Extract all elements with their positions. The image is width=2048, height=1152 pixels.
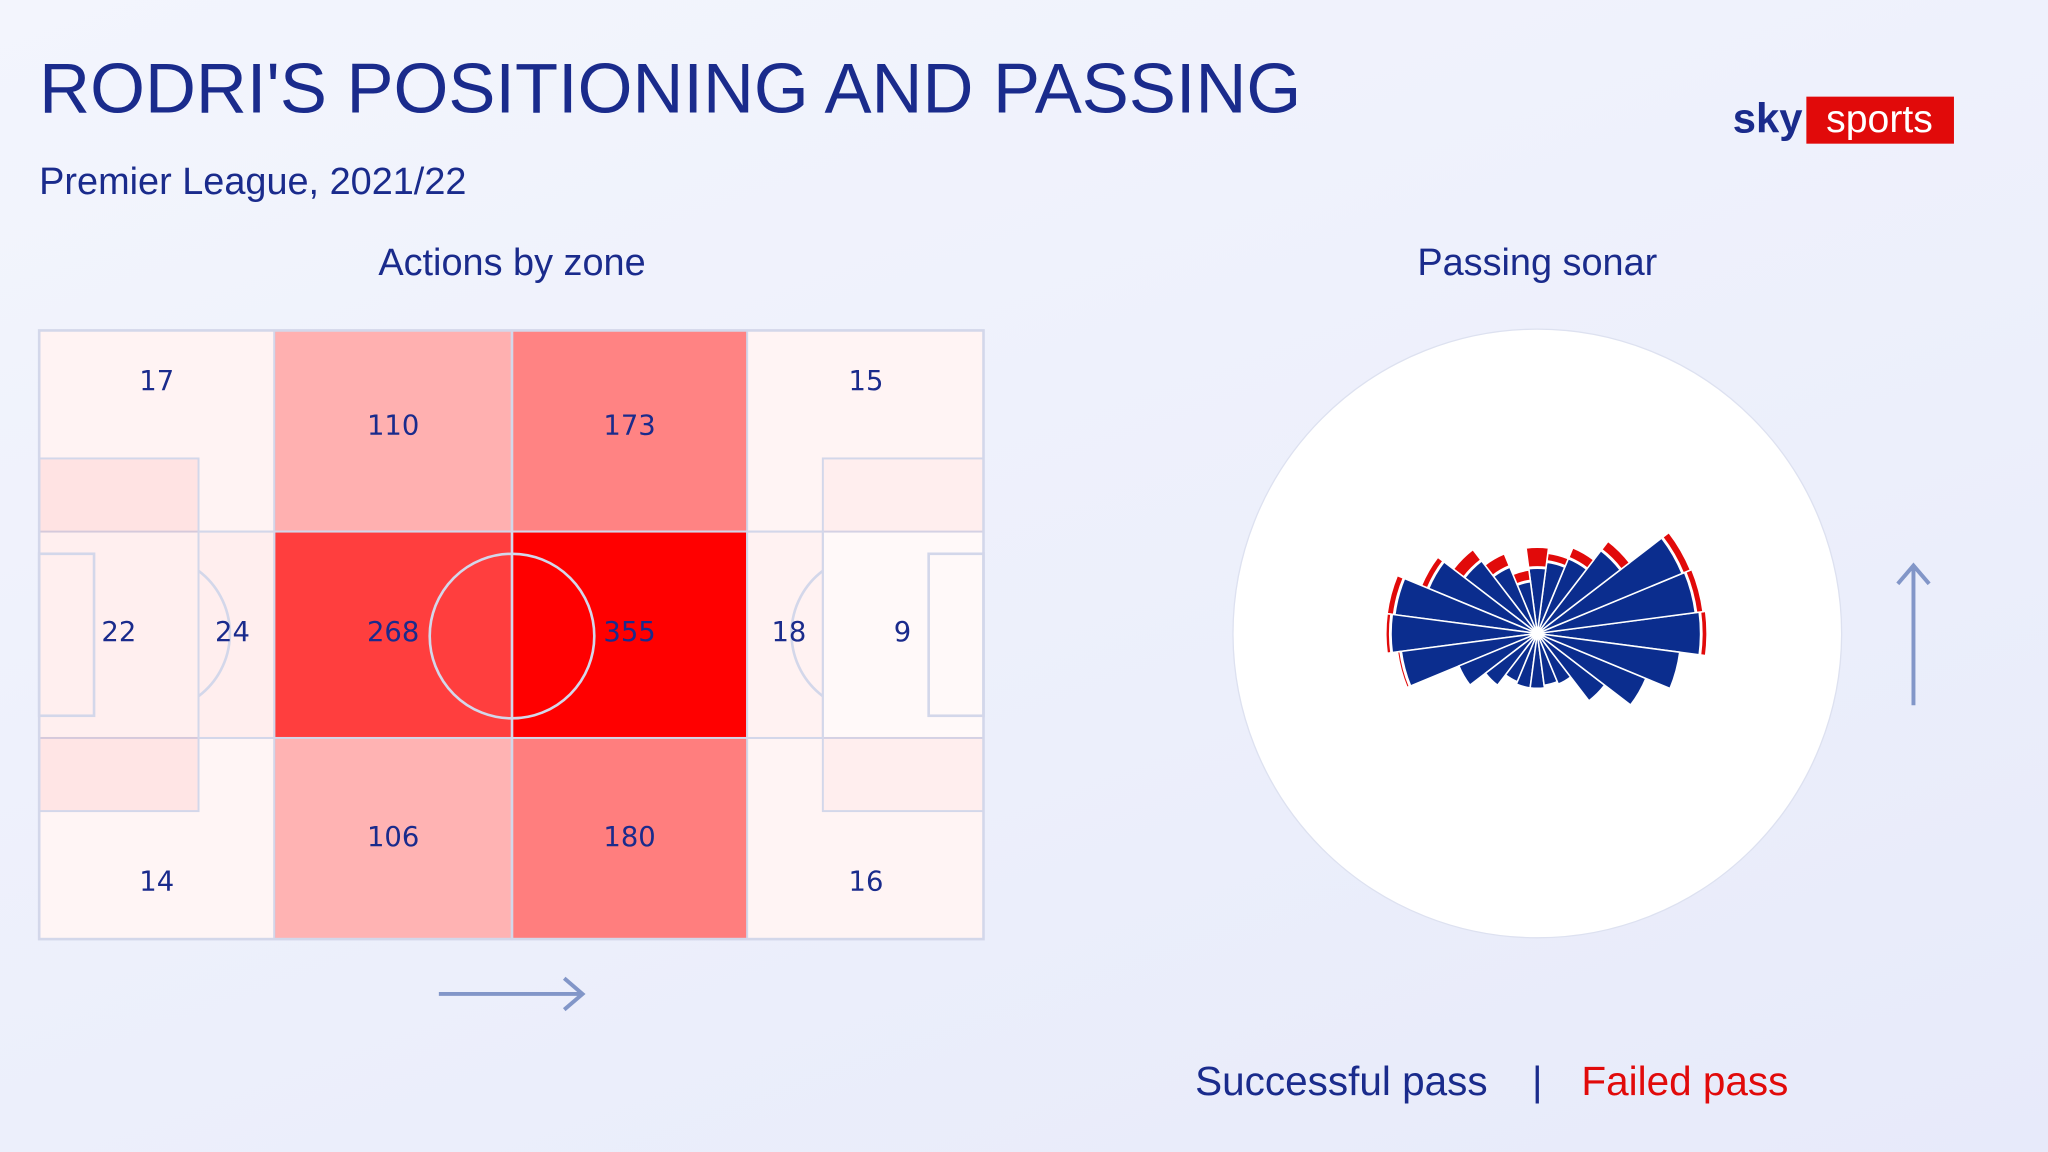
successful-wedge xyxy=(1536,549,1622,635)
zone-label: 16 xyxy=(849,866,884,897)
zone-label: 24 xyxy=(215,617,250,648)
failed-wedge xyxy=(1385,612,1392,655)
sonar-arrow xyxy=(1896,562,1931,706)
zone-label: 22 xyxy=(101,617,136,648)
zone-label: 355 xyxy=(603,617,655,648)
title: RODRI'S POSITIONING AND PASSING xyxy=(39,49,1301,128)
zone xyxy=(273,530,513,739)
six-yard-box xyxy=(37,552,96,718)
zone-label: 14 xyxy=(139,866,174,897)
zone xyxy=(197,530,276,739)
failed-wedge xyxy=(1661,531,1692,575)
successful-wedge xyxy=(1529,633,1546,690)
zone xyxy=(511,736,749,941)
legend-failed: Failed pass xyxy=(1581,1058,1788,1104)
penalty-arc xyxy=(197,569,232,698)
failed-wedge xyxy=(1699,610,1708,657)
pitch: 17 110 173 15 22 24 268 355 18 9 14 106 180 16 xyxy=(37,329,985,941)
successful-wedge xyxy=(1457,632,1538,687)
failed-wedge xyxy=(1525,546,1550,569)
centre-circle xyxy=(428,552,596,720)
subtitle: Premier League, 2021/22 xyxy=(39,161,466,203)
zone-label: 17 xyxy=(139,366,174,397)
zone xyxy=(746,736,985,941)
sonar-title: Passing sonar xyxy=(1417,242,1657,284)
zone xyxy=(38,457,200,813)
successful-wedge xyxy=(1390,613,1538,654)
zone xyxy=(746,530,824,739)
zone-label: 15 xyxy=(849,366,884,397)
pitch-arrow xyxy=(438,976,586,1012)
legend-successful: Successful pass xyxy=(1195,1058,1487,1104)
successful-wedge xyxy=(1536,536,1684,635)
zone-label: 173 xyxy=(603,411,655,442)
penalty-arc xyxy=(790,569,824,698)
successful-wedge xyxy=(1400,632,1538,687)
six-yard-box xyxy=(927,552,985,718)
logo-sports: sports xyxy=(1826,98,1933,141)
zone xyxy=(273,736,513,941)
successful-wedge xyxy=(1484,632,1538,687)
zone-label: 9 xyxy=(894,617,911,648)
zone-label: 268 xyxy=(367,617,419,648)
successful-wedge xyxy=(1527,567,1547,634)
heatmap-title: Actions by zone xyxy=(378,242,645,284)
logo-sky: sky xyxy=(1733,95,1803,142)
successful-wedge xyxy=(1537,632,1681,690)
failed-wedge xyxy=(1684,568,1704,614)
logo-box xyxy=(1806,96,1954,144)
failed-wedge xyxy=(1396,650,1411,689)
zone-label: 18 xyxy=(771,617,806,648)
legend-separator: | xyxy=(1532,1058,1543,1104)
failed-wedge xyxy=(1600,540,1631,571)
zone-label: 110 xyxy=(367,411,419,442)
zone xyxy=(38,329,276,533)
direction-arrows xyxy=(438,562,1931,1012)
failed-wedge xyxy=(1567,546,1595,570)
zone-label: 180 xyxy=(603,822,655,853)
sonar xyxy=(1232,328,1843,939)
zone-label: 106 xyxy=(367,822,419,853)
